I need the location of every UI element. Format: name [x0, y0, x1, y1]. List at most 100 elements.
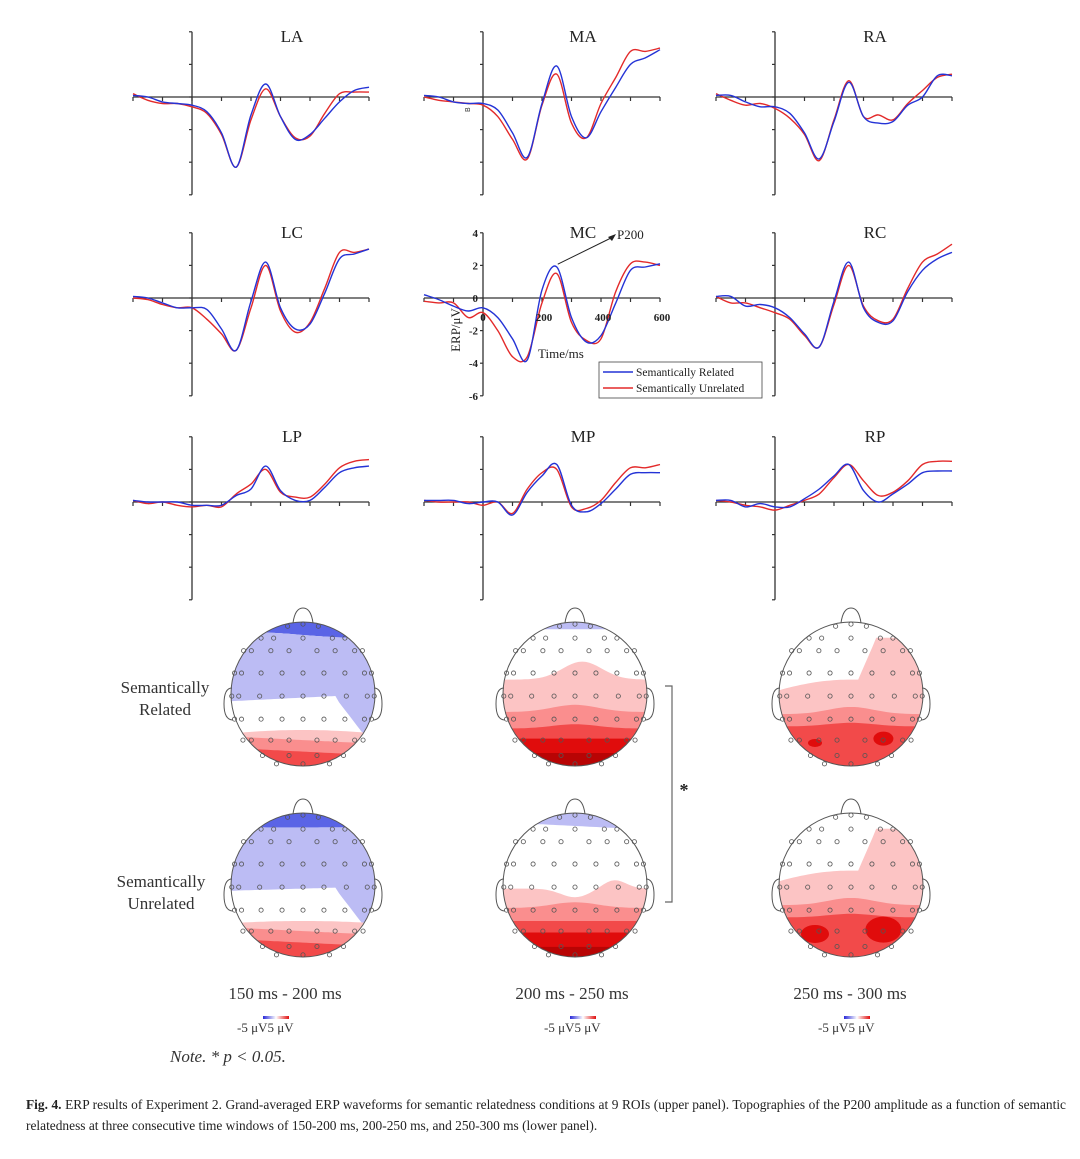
electrode-marker	[530, 635, 536, 641]
electrode-marker	[624, 648, 630, 654]
caption-label: Fig. 4.	[26, 1097, 62, 1112]
electrode-marker	[880, 737, 886, 743]
electrode-marker	[633, 861, 639, 867]
series-line-related	[715, 73, 953, 160]
electrode-marker	[572, 761, 578, 767]
electrode-marker	[777, 884, 783, 890]
right-ear-icon	[644, 687, 655, 721]
electrode-marker	[314, 737, 320, 743]
electrode-marker	[633, 907, 639, 913]
electrode-marker	[780, 861, 786, 867]
row-label-line: Semantically	[116, 872, 206, 891]
electrode-marker	[601, 635, 607, 641]
right-ear-icon	[372, 687, 383, 721]
electrode-marker	[593, 861, 599, 867]
electrode-marker	[342, 861, 348, 867]
series-line-unrelated	[715, 460, 953, 511]
electrode-marker	[332, 737, 338, 743]
electrode-marker	[643, 693, 649, 699]
colorbar-min: -5 μV	[237, 1020, 268, 1035]
electrode-marker	[314, 839, 320, 845]
x-tick-label: 200	[536, 312, 553, 324]
electrode-marker	[315, 623, 321, 629]
topo-hotspot	[808, 738, 822, 747]
electrode-marker	[321, 716, 327, 722]
p200-arrowhead	[608, 234, 616, 241]
electrode-marker	[907, 839, 913, 845]
x-tick-label: 0	[480, 312, 486, 324]
electrode-marker	[360, 928, 366, 934]
nose-icon	[564, 798, 586, 815]
left-ear-icon	[223, 878, 234, 912]
electrode-marker	[780, 670, 786, 676]
electrode-marker	[916, 861, 922, 867]
topo-map	[223, 798, 383, 958]
electrode-marker	[586, 648, 592, 654]
electrode-marker	[796, 928, 802, 934]
electrode-marker	[604, 928, 610, 934]
electrode-marker	[314, 752, 320, 758]
electrode-marker	[604, 839, 610, 845]
colorbar	[263, 1016, 289, 1019]
electrode-marker	[520, 839, 526, 845]
electrode-marker	[511, 907, 517, 913]
electrode-marker	[232, 907, 238, 913]
electrode-marker	[248, 648, 254, 654]
electrode-marker	[777, 693, 783, 699]
electrode-marker	[300, 812, 306, 818]
electrode-marker	[258, 861, 264, 867]
electrode-marker	[520, 648, 526, 654]
electrode-marker	[601, 826, 607, 832]
electrode-marker	[368, 907, 374, 913]
electrode-marker	[787, 861, 793, 867]
electrode-marker	[834, 737, 840, 743]
y-tick-label: -4	[469, 358, 479, 370]
x-tick-label: 400	[595, 312, 612, 324]
electrode-marker	[342, 635, 348, 641]
electrode-marker	[558, 928, 564, 934]
electrode-marker	[572, 952, 578, 958]
series-line-related	[715, 463, 953, 509]
left-ear-icon	[771, 878, 782, 912]
topo-contour-band	[503, 946, 647, 957]
electrode-marker	[572, 907, 578, 913]
electrode-marker	[268, 928, 274, 934]
electrode-marker	[343, 884, 349, 890]
electrode-marker	[332, 648, 338, 654]
panel-title: RP	[865, 427, 886, 446]
electrode-marker	[342, 826, 348, 832]
electrode-marker	[909, 907, 915, 913]
electrode-marker	[229, 884, 235, 890]
electrode-marker	[614, 826, 620, 832]
series-line-unrelated	[132, 458, 370, 509]
electrode-marker	[279, 693, 285, 699]
electrode-marker	[816, 648, 822, 654]
electrode-marker	[613, 943, 619, 949]
electrode-marker	[624, 737, 630, 743]
electrode-marker	[259, 752, 265, 758]
electrode-marker	[789, 839, 795, 845]
electrode-marker	[342, 907, 348, 913]
panel-title: LA	[281, 27, 304, 46]
electrode-marker	[321, 670, 327, 676]
electrode-marker	[361, 907, 367, 913]
panel-title: MC	[570, 223, 596, 242]
electrode-marker	[530, 670, 536, 676]
electrode-marker	[572, 635, 578, 641]
electrode-marker	[806, 635, 812, 641]
electrode-marker	[827, 693, 833, 699]
electrode-marker	[364, 884, 370, 890]
electrode-marker	[780, 716, 786, 722]
panel-title: LP	[282, 427, 302, 446]
electrode-marker	[511, 716, 517, 722]
electrode-marker	[862, 648, 868, 654]
row-label-line: Related	[139, 700, 191, 719]
colorbar-max: 5 μV	[574, 1020, 601, 1035]
topo-contour-band	[231, 938, 375, 957]
electrode-marker	[834, 943, 840, 949]
legend: Semantically Related Semantically Unrelat…	[598, 361, 763, 399]
electrode-marker	[912, 693, 918, 699]
time-window-label: 150 ms - 200 ms	[228, 984, 342, 1003]
electrode-marker	[862, 943, 868, 949]
electrode-marker	[504, 861, 510, 867]
